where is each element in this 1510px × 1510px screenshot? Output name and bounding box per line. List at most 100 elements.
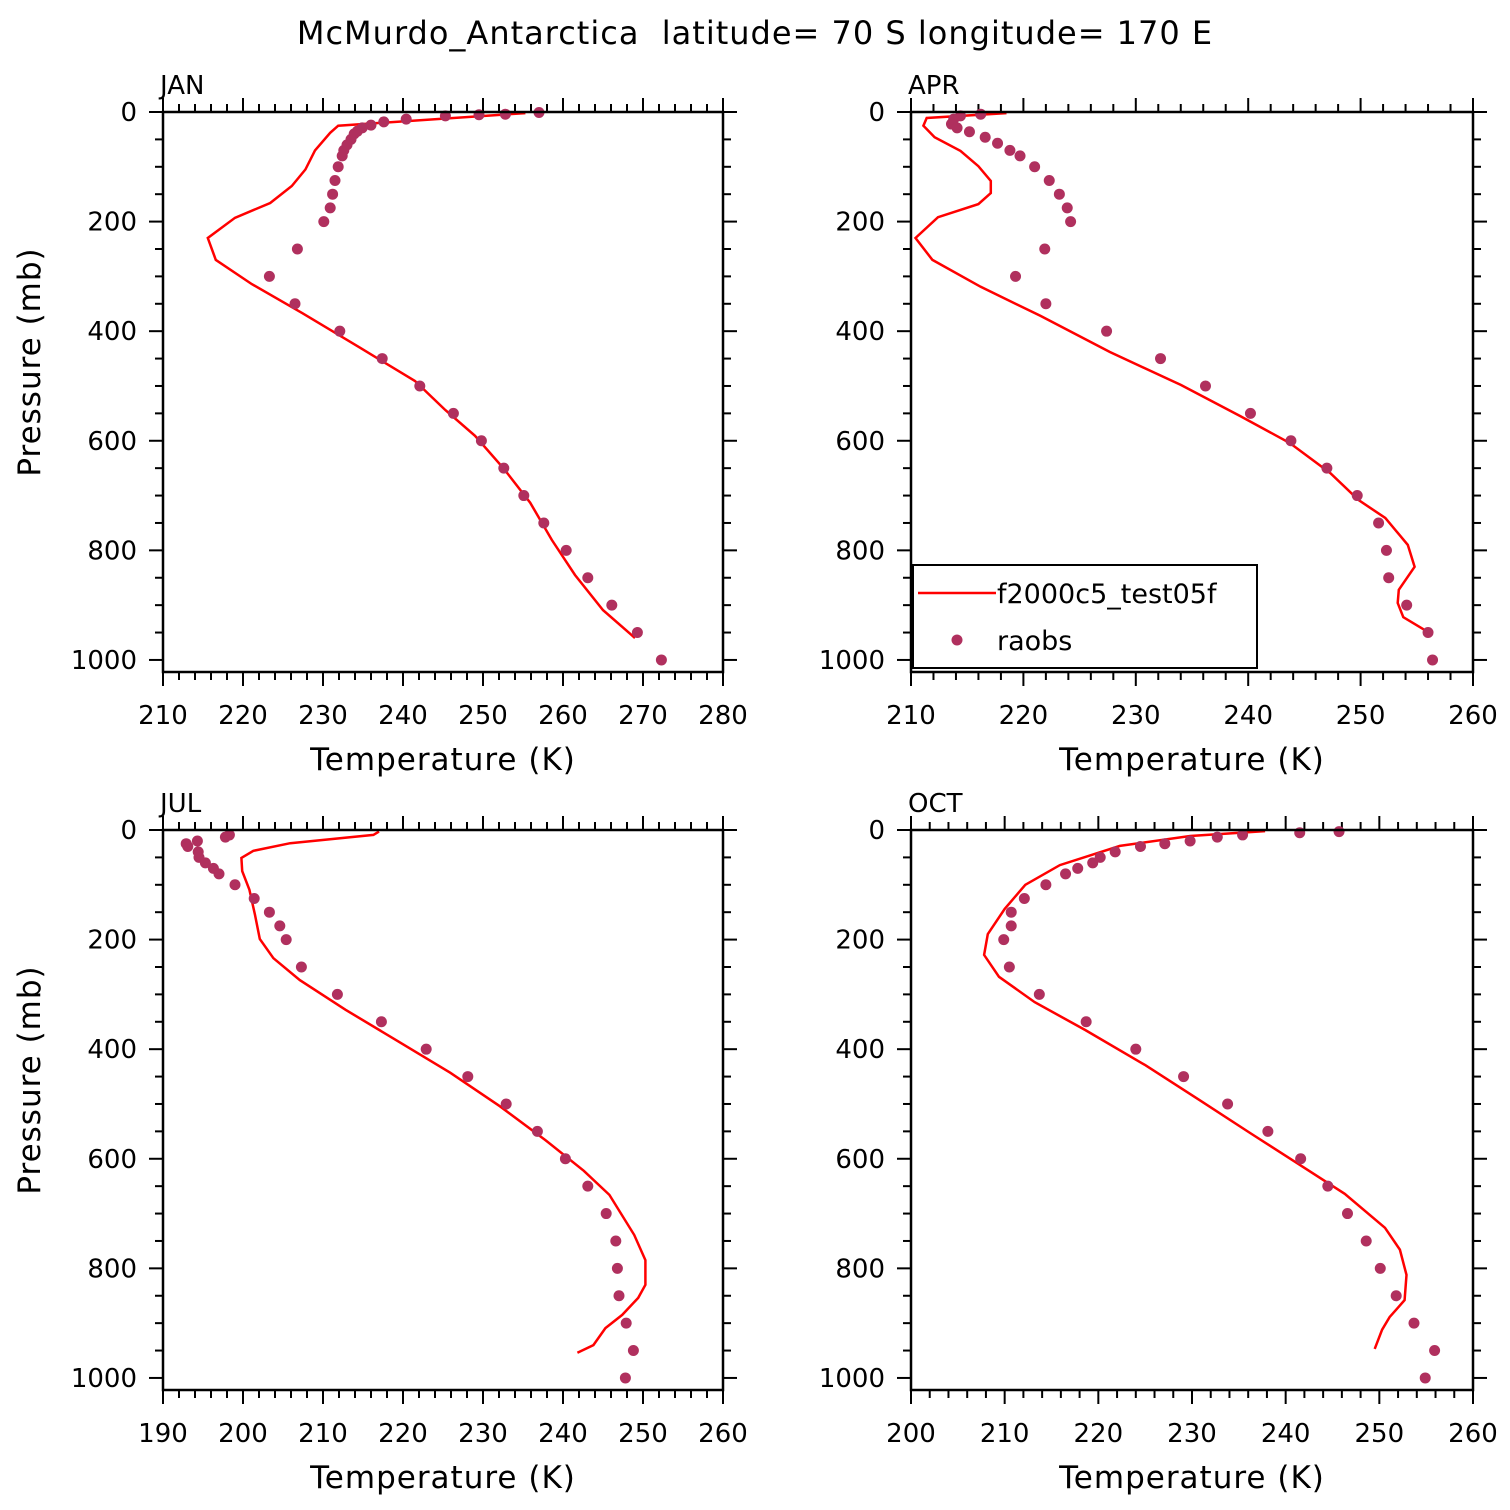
x-tick-label: 220 xyxy=(1074,1419,1124,1449)
raobs-point xyxy=(1360,1235,1372,1247)
y-tick-label: 1000 xyxy=(819,1364,885,1394)
x-tick-label: 200 xyxy=(886,1419,936,1449)
raobs-point xyxy=(1061,202,1073,214)
x-axis-label: Temperature (K) xyxy=(1058,1460,1325,1496)
y-tick-label: 600 xyxy=(835,1145,885,1175)
raobs-point xyxy=(499,108,511,120)
raobs-point xyxy=(1321,462,1333,474)
raobs-point xyxy=(1184,835,1196,847)
raobs-point xyxy=(1422,627,1434,639)
raobs-point xyxy=(1060,868,1072,880)
raobs-point xyxy=(182,840,194,852)
panel-label: JUL xyxy=(158,789,202,819)
raobs-point xyxy=(365,119,377,131)
model-profile-line xyxy=(982,830,1408,1350)
raobs-point xyxy=(627,1345,639,1357)
raobs-point xyxy=(611,1262,623,1274)
raobs-point xyxy=(263,270,275,282)
raobs-point xyxy=(213,868,225,880)
raobs-point xyxy=(559,1153,571,1165)
y-tick-label: 1000 xyxy=(71,1364,137,1394)
raobs-point xyxy=(1130,1043,1142,1055)
x-tick-label: 220 xyxy=(218,701,268,731)
x-tick-label: 230 xyxy=(298,701,348,731)
raobs-point xyxy=(631,627,643,639)
y-tick-label: 400 xyxy=(835,317,885,347)
raobs-point xyxy=(378,116,390,128)
raobs-point xyxy=(1134,840,1146,852)
raobs-point xyxy=(1262,1125,1274,1137)
raobs-point xyxy=(992,137,1004,149)
legend-label-model: f2000c5_test05f xyxy=(997,579,1218,610)
raobs-point xyxy=(1040,298,1052,310)
x-tick-label: 220 xyxy=(378,1419,428,1449)
raobs-point xyxy=(1199,380,1211,392)
raobs-point xyxy=(1285,435,1297,447)
raobs-point xyxy=(1211,831,1223,843)
raobs-point xyxy=(1072,862,1084,874)
y-tick-label: 400 xyxy=(87,317,137,347)
raobs-point xyxy=(998,934,1010,946)
panel-jan: 210 220 230 240 250 260 270 280 0 200 400 600 800 100… xyxy=(12,71,748,778)
raobs-point xyxy=(518,490,530,502)
panel-apr: 210 220 230 240 250 260 0 200 400 600 800 1000 APR Te… xyxy=(819,71,1498,778)
y-tick-label: 400 xyxy=(87,1035,137,1065)
x-tick-label: 260 xyxy=(1448,1419,1498,1449)
raobs-point xyxy=(582,572,594,584)
x-axis-label: Temperature (K) xyxy=(309,1460,576,1496)
y-tick-label: 200 xyxy=(87,208,137,238)
raobs-point xyxy=(975,108,987,120)
raobs-point xyxy=(1065,216,1077,228)
raobs-point xyxy=(1039,243,1051,255)
raobs-point xyxy=(1374,1262,1386,1274)
raobs-point xyxy=(560,544,572,556)
raobs-point xyxy=(414,380,426,392)
x-tick-label: 230 xyxy=(1167,1419,1217,1449)
raobs-point xyxy=(620,1317,632,1329)
raobs-point xyxy=(1033,988,1045,1000)
raobs-point xyxy=(229,879,241,891)
raobs-point xyxy=(1014,150,1026,162)
raobs-point xyxy=(1109,846,1121,858)
raobs-point xyxy=(462,1071,474,1083)
raobs-point xyxy=(327,188,339,200)
raobs-point xyxy=(600,1208,612,1220)
raobs-point xyxy=(324,202,336,214)
raobs-point xyxy=(400,113,412,125)
raobs-point xyxy=(1322,1180,1334,1192)
raobs-point xyxy=(1005,920,1017,932)
y-tick-label: 600 xyxy=(87,427,137,457)
x-tick-label: 230 xyxy=(1111,701,1161,731)
raobs-point xyxy=(1155,353,1167,365)
raobs-point xyxy=(376,353,388,365)
y-tick-label: 1000 xyxy=(819,646,885,676)
x-tick-label: 210 xyxy=(298,1419,348,1449)
raobs-point xyxy=(1087,857,1099,869)
raobs-point xyxy=(199,857,211,869)
raobs-point xyxy=(1429,1345,1441,1357)
raobs-point xyxy=(1419,1372,1431,1384)
x-tick-label: 240 xyxy=(378,701,428,731)
x-tick-label: 210 xyxy=(980,1419,1030,1449)
chart-title: McMurdo_Antarctica latitude= 70 S longit… xyxy=(297,14,1213,52)
x-tick-label: 220 xyxy=(999,701,1049,731)
raobs-point xyxy=(1003,961,1015,973)
raobs-point xyxy=(219,831,231,843)
raobs-point xyxy=(475,435,487,447)
model-profile-line xyxy=(913,112,1434,636)
raobs-point xyxy=(1383,572,1395,584)
raobs-point xyxy=(1341,1208,1353,1220)
x-tick-label: 210 xyxy=(138,701,188,731)
x-tick-label: 190 xyxy=(138,1419,188,1449)
panel-label: APR xyxy=(908,71,960,101)
raobs-point xyxy=(336,150,348,162)
x-tick-label: 260 xyxy=(1448,701,1498,731)
x-tick-label: 270 xyxy=(618,701,668,731)
plot-frame xyxy=(161,110,725,674)
plot-frame xyxy=(909,828,1475,1392)
plot-frame xyxy=(909,110,1475,674)
y-tick-label: 800 xyxy=(835,536,885,566)
